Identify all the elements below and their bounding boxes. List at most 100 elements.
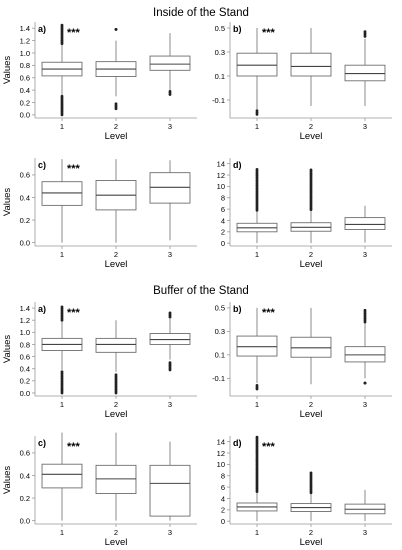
outlier-point (114, 107, 118, 111)
box-level-2 (290, 168, 332, 244)
y-tick-label: 1.2 (20, 316, 30, 325)
outlier-point (363, 381, 367, 385)
panel-tag: a) (38, 24, 46, 34)
panel-tag: b) (233, 304, 242, 314)
y-tick-label: 0 (221, 239, 225, 248)
box (149, 464, 191, 517)
y-tick-label: -0.1 (212, 374, 225, 383)
y-tick-label: 0.4 (20, 86, 30, 95)
panel-tag: c) (38, 160, 46, 170)
y-axis-label: Values (2, 56, 13, 85)
outlier-point (60, 42, 64, 46)
x-axis-label: Level (300, 259, 323, 270)
box (236, 335, 278, 357)
y-tick-label: 0.3 (215, 48, 225, 57)
y-tick-label: -0.1 (212, 96, 225, 105)
box-level-2 (290, 28, 332, 106)
box (95, 464, 137, 494)
y-tick-label: 1.4 (20, 304, 30, 313)
box (344, 64, 386, 82)
section-title-buffer: Buffer of the Stand (153, 285, 249, 297)
outlier-point (255, 490, 259, 494)
box-level-3 (149, 441, 191, 521)
x-tick-label: 3 (168, 250, 172, 259)
x-tick-label: 2 (309, 250, 313, 259)
box-level-2 (95, 28, 137, 111)
x-axis-label: Level (105, 537, 128, 548)
y-tick-label: 0.5 (215, 304, 225, 313)
x-tick-label: 1 (60, 122, 64, 131)
outlier-point (363, 320, 367, 324)
y-tick-label: 6 (221, 483, 225, 492)
y-tick-label: 6 (221, 205, 225, 214)
y-tick-label: 4 (221, 494, 225, 503)
x-tick-label: 3 (168, 528, 172, 537)
box-level-2 (290, 471, 332, 522)
box (344, 346, 386, 363)
box (290, 52, 332, 77)
panel-tag: d) (233, 160, 242, 170)
x-tick-label: 2 (309, 528, 313, 537)
y-tick-label: 0.0 (20, 389, 30, 398)
section-title-inside: Inside of the Stand (153, 7, 249, 19)
x-tick-label: 2 (114, 528, 118, 537)
y-tick-label: 8 (221, 472, 225, 481)
outlier-point (168, 93, 172, 96)
y-tick-label: 4 (221, 216, 225, 225)
x-axis-label: Level (300, 409, 323, 420)
y-axis-label: Values (2, 188, 13, 217)
y-tick-label: 0.8 (20, 340, 30, 349)
panels: 0.0 0.2 0.4 0.6 0.8 1.0 1.2 1.4 1 2 3 Level Values a)… (2, 22, 392, 548)
box-level-3 (149, 160, 191, 241)
panel-1: -0.1 0.1 0.3 0.5 1 2 3 Level b) *** (212, 22, 392, 142)
x-tick-label: 2 (114, 122, 118, 131)
box-level-1 (41, 305, 83, 395)
y-tick-label: 10 (217, 460, 225, 469)
box-level-1 (41, 23, 83, 117)
outlier-point (60, 113, 64, 117)
box-level-3 (344, 205, 386, 243)
y-tick-label: 0.2 (20, 377, 30, 386)
x-tick-label: 1 (60, 528, 64, 537)
x-tick-label: 1 (255, 528, 259, 537)
x-tick-label: 1 (60, 250, 64, 259)
x-tick-label: 3 (363, 528, 367, 537)
x-axis-label: Level (105, 131, 128, 142)
y-tick-label: 10 (217, 182, 225, 191)
outlier-point (114, 391, 118, 395)
y-tick-label: 1.2 (20, 36, 30, 45)
box-level-2 (290, 307, 332, 385)
y-tick-label: 0 (221, 517, 225, 526)
box (149, 172, 191, 204)
x-tick-label: 3 (363, 122, 367, 131)
y-tick-label: 1.0 (20, 49, 30, 58)
box-level-2 (95, 159, 137, 243)
x-axis-label: Level (300, 537, 323, 548)
y-tick-label: 0.0 (20, 238, 30, 247)
x-tick-label: 1 (255, 122, 259, 131)
y-tick-label: 0.6 (20, 74, 30, 83)
x-tick-label: 1 (60, 400, 64, 409)
box (149, 55, 191, 71)
significance-stars: *** (262, 441, 276, 453)
significance-stars: *** (67, 163, 81, 175)
box-level-1 (236, 307, 278, 391)
panel-tag: a) (38, 304, 46, 314)
y-tick-label: 14 (217, 159, 225, 168)
box-level-3 (344, 489, 386, 522)
panel-6: 0.0 0.2 0.4 0.6 1 2 3 Level Values c) *** (2, 432, 197, 548)
y-tick-label: 0.0 (20, 516, 30, 525)
box-level-1 (236, 167, 278, 244)
significance-stars: *** (262, 27, 276, 39)
outlier-point (168, 368, 172, 372)
significance-stars: *** (262, 307, 276, 319)
x-axis-label: Level (105, 409, 128, 420)
y-axis-label: Values (2, 335, 13, 364)
y-tick-label: 0.2 (20, 216, 30, 225)
outlier-point (309, 208, 313, 212)
outlier-point (255, 113, 259, 116)
box (95, 337, 137, 353)
